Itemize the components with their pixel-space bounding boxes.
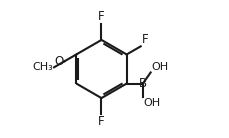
Text: F: F bbox=[98, 115, 104, 128]
Text: CH₃: CH₃ bbox=[33, 62, 53, 72]
Text: OH: OH bbox=[151, 62, 168, 72]
Text: OH: OH bbox=[143, 98, 160, 108]
Text: B: B bbox=[138, 77, 146, 90]
Text: O: O bbox=[55, 55, 64, 68]
Text: F: F bbox=[141, 33, 147, 46]
Text: F: F bbox=[98, 10, 104, 23]
